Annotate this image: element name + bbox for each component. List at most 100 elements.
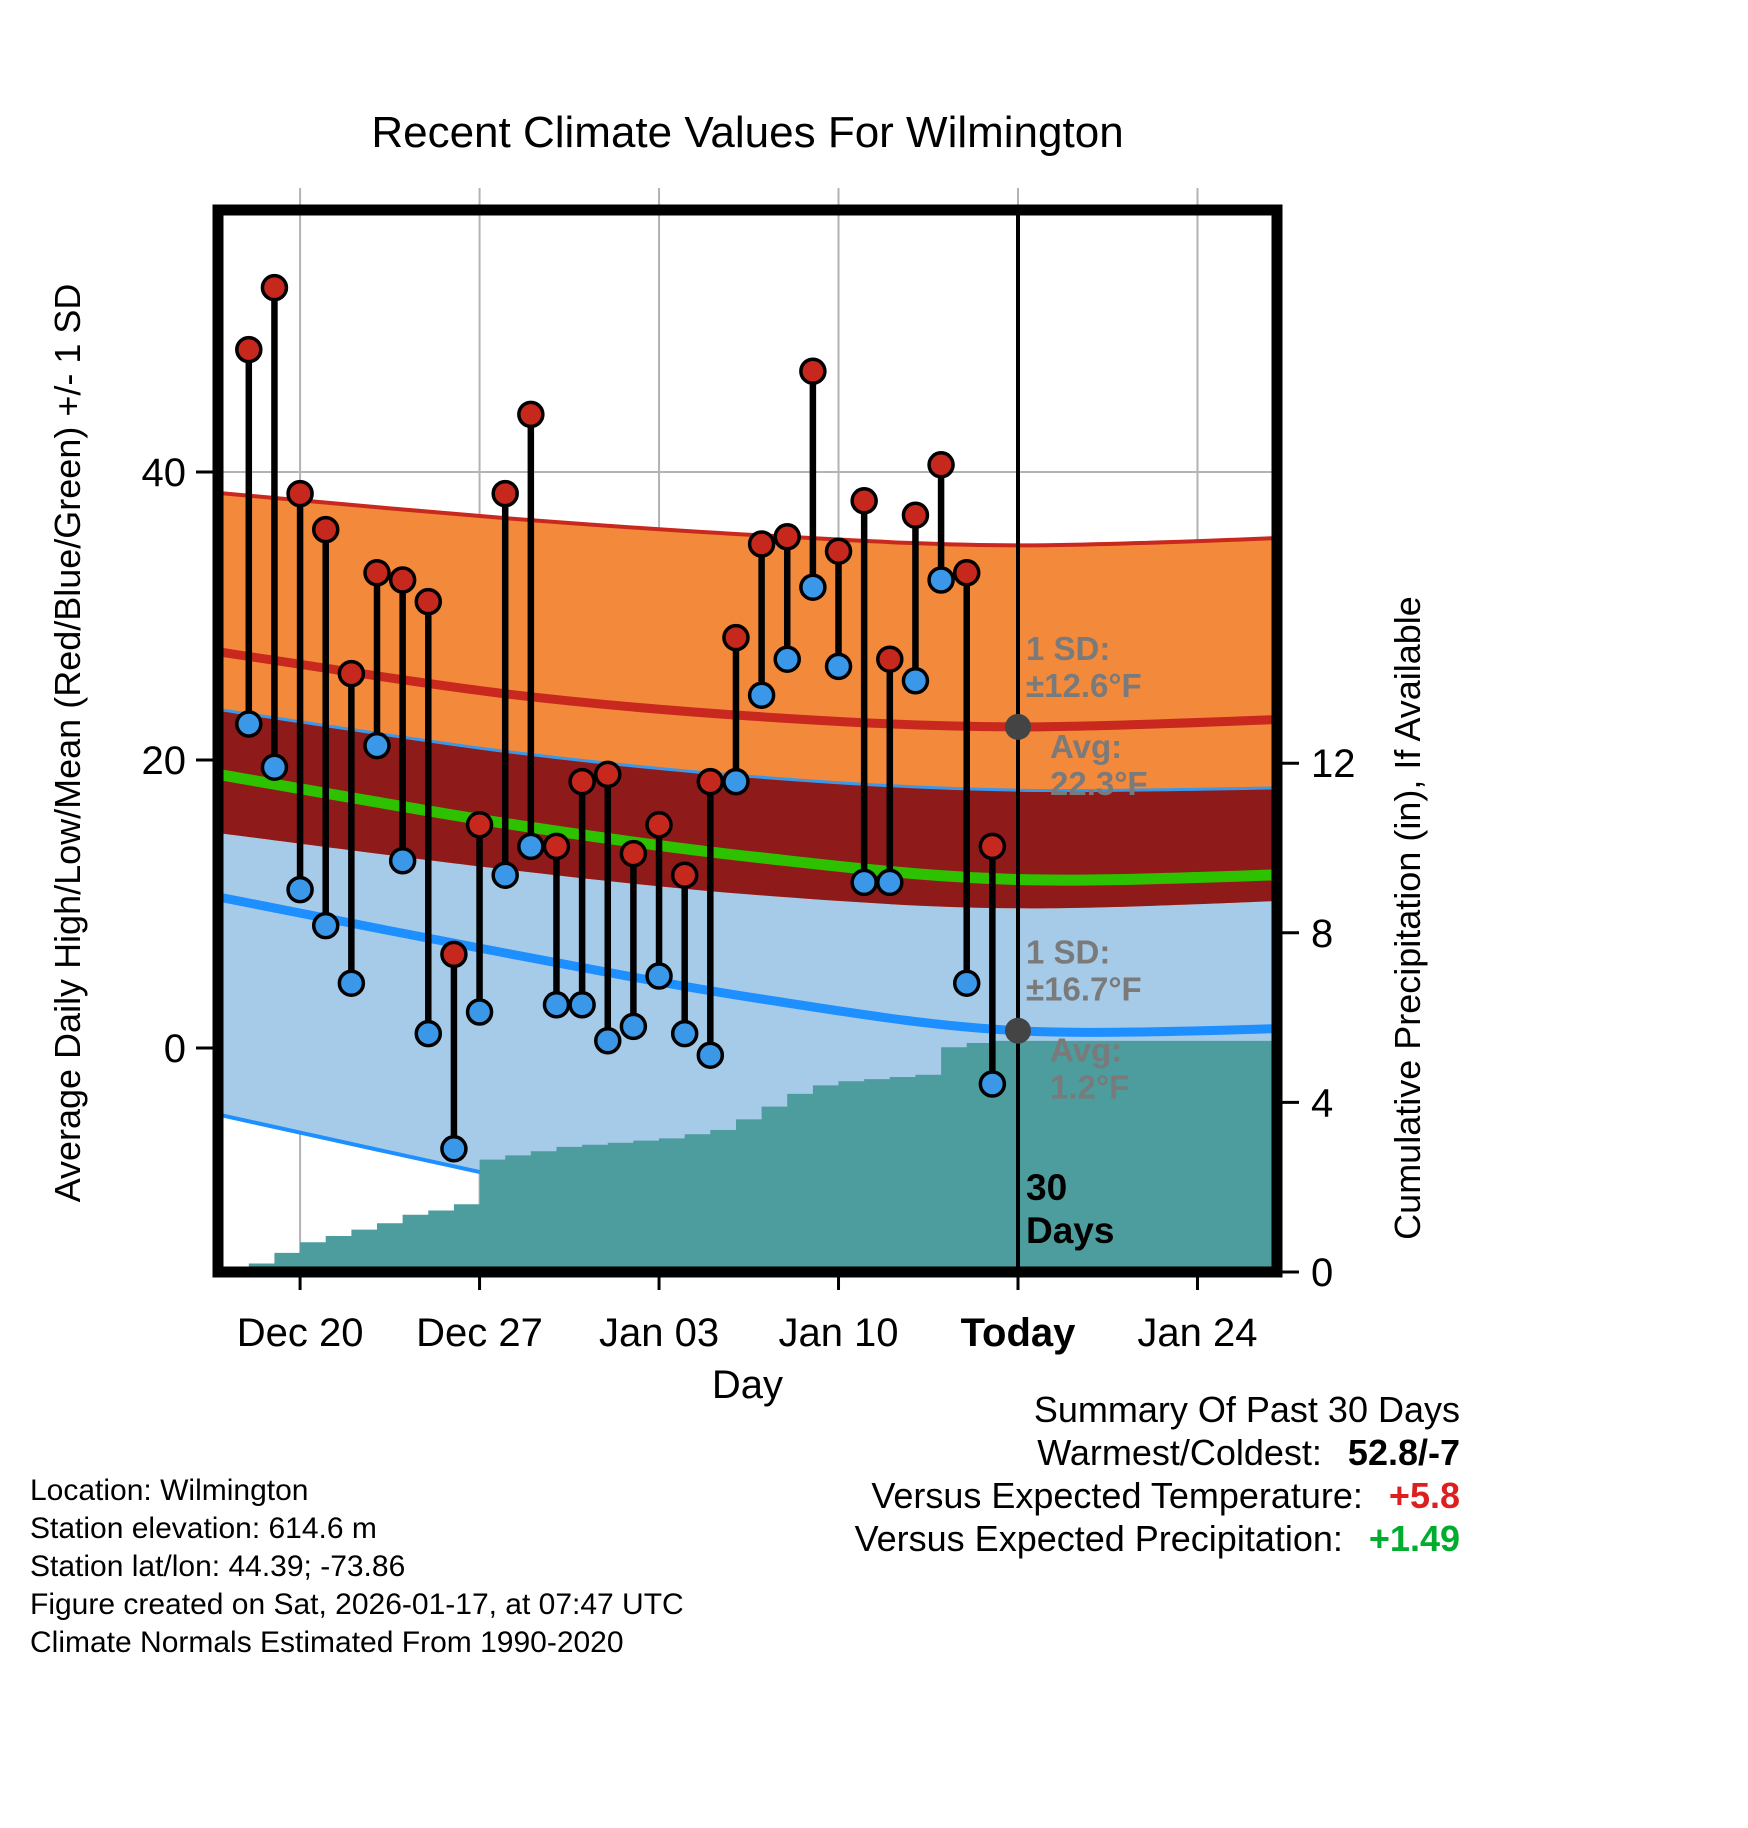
daily-high-dot — [696, 767, 725, 796]
daily-high-dot — [850, 487, 878, 515]
daily-low-dot — [363, 731, 391, 760]
daily-high-dot — [876, 645, 904, 673]
daily-low-dot — [517, 832, 545, 861]
daily-high-dot — [337, 659, 366, 688]
daily-high-dot — [542, 832, 571, 861]
temp-tick-label: 0 — [164, 1027, 186, 1071]
daily-low-dot — [311, 911, 340, 940]
daily-high-dot — [363, 559, 391, 587]
x-axis-label: Day — [711, 1363, 784, 1407]
summary-label: Versus Expected Precipitation: — [854, 1518, 1343, 1559]
daily-low-dot — [722, 767, 750, 796]
daily-high-dot — [824, 537, 853, 565]
summary-value: 52.8/-7 — [1347, 1432, 1460, 1473]
daily-high-dot — [286, 479, 314, 508]
daily-low-dot — [491, 861, 519, 889]
daily-low-dot — [799, 573, 827, 601]
daily-low-dot — [747, 681, 776, 709]
daily-low-dot — [337, 969, 366, 997]
daily-low-dot — [286, 875, 314, 904]
daily-low-dot — [927, 566, 955, 594]
temp-tick-label: 40 — [142, 451, 187, 495]
daily-high-dot — [260, 273, 289, 302]
plot-border — [212, 204, 1283, 1278]
summary-value: +1.49 — [1368, 1518, 1460, 1559]
x-tick-label: Dec 20 — [237, 1311, 364, 1355]
summary-label: Versus Expected Temperature: — [871, 1475, 1363, 1516]
temp-tick-label: 20 — [142, 739, 187, 783]
high-sd-label: 1 SD: — [1026, 630, 1110, 667]
daily-low-dot — [414, 1019, 443, 1048]
low-avg-label: Avg: — [1050, 1032, 1122, 1069]
low-sd-value: ±16.7°F — [1026, 971, 1142, 1008]
daily-high-dot — [901, 501, 930, 529]
daily-high-dot — [799, 357, 827, 385]
low-band-top-line — [218, 707, 1277, 793]
daily-low-dot — [645, 962, 673, 990]
daily-observations — [235, 273, 1007, 1163]
summary-heading: Summary Of Past 30 Days — [1033, 1389, 1460, 1430]
summary-label: Warmest/Coldest: — [1037, 1432, 1322, 1473]
daily-high-dot — [619, 839, 648, 868]
avg-low-line — [218, 892, 1277, 1037]
daily-low-dot — [670, 1019, 699, 1048]
station-info: Location: Wilmington Station elevation: … — [30, 1472, 684, 1662]
daily-low-dot — [773, 645, 801, 673]
avg-high-line — [218, 647, 1277, 732]
daily-high-dot — [388, 566, 417, 594]
daily-high-dot — [517, 400, 545, 429]
daily-high-dot — [670, 861, 699, 889]
daily-low-dot — [465, 998, 494, 1026]
precip-tick-label: 8 — [1311, 912, 1333, 956]
daily-high-dot — [568, 767, 596, 796]
daily-high-dot — [952, 559, 981, 587]
daily-low-dot — [260, 753, 289, 781]
daily-low-dot — [696, 1041, 725, 1069]
precip-tick-label: 0 — [1311, 1251, 1333, 1295]
chart-title: Recent Climate Values For Wilmington — [371, 108, 1124, 157]
x-tick-label: Jan 10 — [778, 1311, 898, 1355]
summary-row-vs-temperature: Versus Expected Temperature: +5.8 — [855, 1474, 1460, 1517]
daily-low-dot — [901, 667, 930, 695]
footer-latlon: Station lat/lon: 44.39; -73.86 — [30, 1550, 406, 1583]
x-tick-label: Dec 27 — [416, 1311, 543, 1355]
daily-high-dot — [491, 479, 519, 508]
daily-low-dot — [876, 868, 904, 897]
daily-low-dot — [824, 652, 853, 681]
daily-high-dot — [465, 811, 494, 839]
avg-high-marker-dot — [1005, 713, 1031, 740]
daily-low-dot — [235, 710, 263, 738]
daily-high-dot — [311, 515, 340, 544]
daily-high-dot — [414, 587, 443, 616]
thirty-days-label: Days — [1026, 1210, 1114, 1251]
daily-high-dot — [645, 811, 673, 839]
daily-low-dot — [388, 847, 417, 875]
daily-high-dot — [594, 760, 622, 789]
daily-low-dot — [542, 991, 571, 1019]
x-tick-label: Jan 24 — [1137, 1311, 1257, 1355]
summary-panel: Summary Of Past 30 Days Warmest/Coldest:… — [855, 1388, 1460, 1560]
daily-low-dot — [978, 1070, 1007, 1098]
summary-row-vs-precipitation: Versus Expected Precipitation: +1.49 — [855, 1517, 1460, 1560]
footer-normals: Climate Normals Estimated From 1990-2020 — [30, 1626, 624, 1659]
daily-low-dot — [594, 1027, 622, 1055]
precip-tick-label: 12 — [1311, 742, 1356, 786]
daily-low-dot — [850, 868, 878, 897]
avg-low-marker-dot — [1005, 1017, 1031, 1044]
daily-high-dot — [440, 940, 468, 969]
daily-low-dot — [440, 1135, 468, 1163]
mean-line — [218, 768, 1277, 886]
x-tick-label: Jan 03 — [599, 1311, 719, 1355]
daily-high-dot — [773, 523, 801, 551]
footer-elevation: Station elevation: 614.6 m — [30, 1512, 377, 1545]
low-sd-label: 1 SD: — [1026, 934, 1110, 971]
footer-location: Location: Wilmington — [30, 1474, 309, 1507]
summary-value: +5.8 — [1388, 1475, 1460, 1516]
daily-high-dot — [747, 530, 776, 558]
footer-created: Figure created on Sat, 2026-01-17, at 07… — [30, 1588, 684, 1621]
thirty-days-label: 30 — [1026, 1167, 1067, 1208]
precip-tick-label: 4 — [1311, 1081, 1333, 1125]
daily-low-dot — [619, 1012, 648, 1041]
